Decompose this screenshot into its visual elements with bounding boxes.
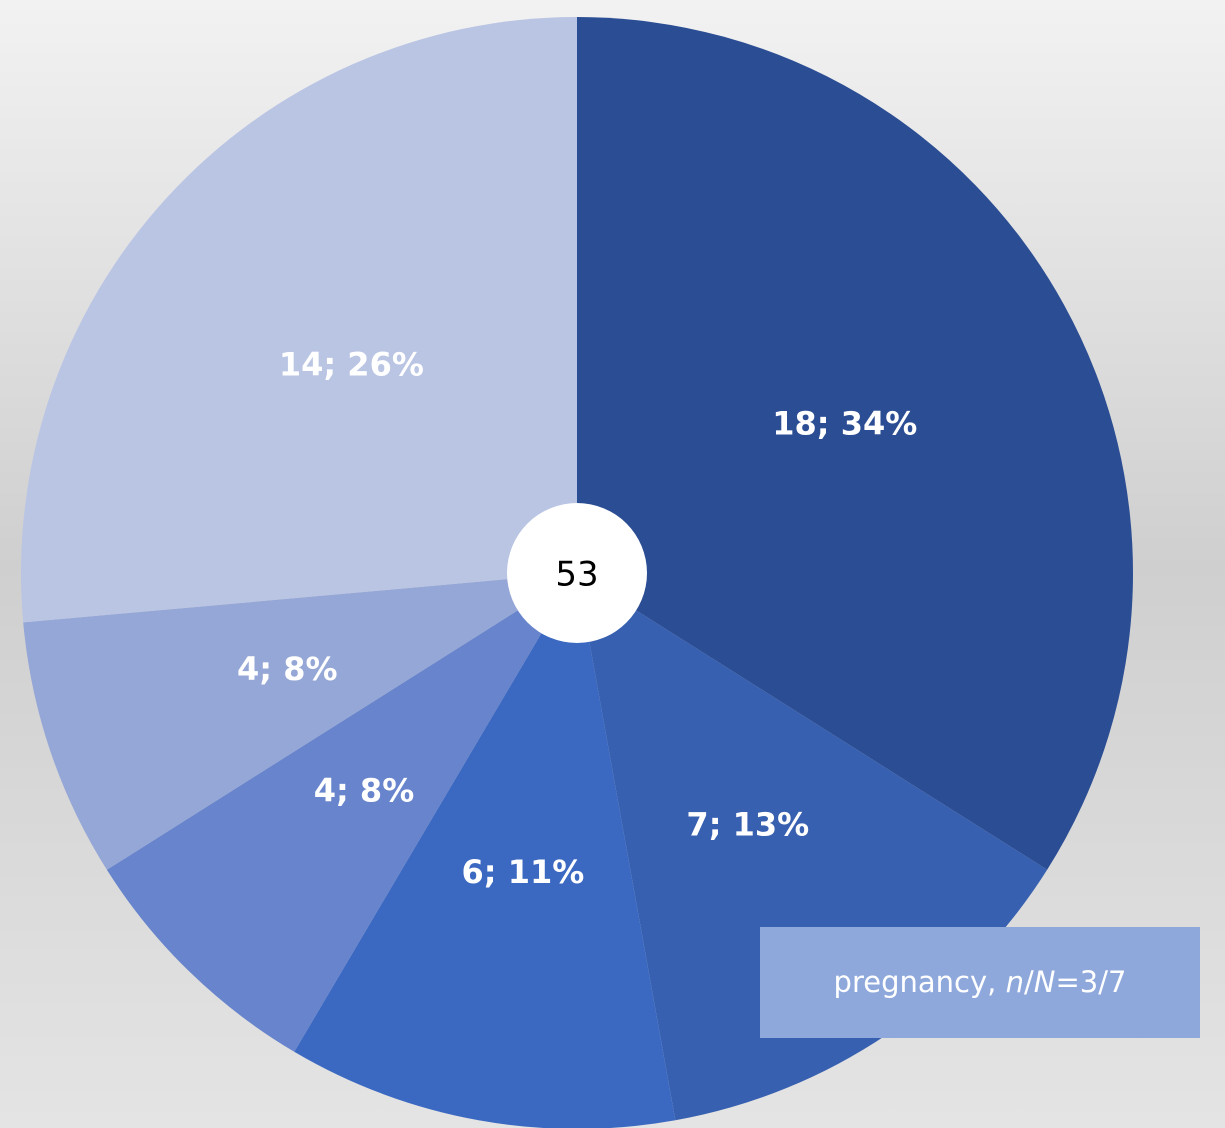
slice-label: 6; 11%	[462, 853, 585, 891]
slice-label: 14; 26%	[279, 346, 424, 384]
annotation-box	[760, 927, 1200, 1038]
annotation-part: /	[1024, 965, 1034, 999]
annotation-part: N	[1034, 965, 1056, 999]
annotation: pregnancy, n/N=3/7	[834, 965, 1127, 999]
total-label: 53	[555, 555, 598, 595]
slice-label: 4; 8%	[314, 771, 415, 809]
pie-slice	[294, 573, 676, 1128]
center-circle	[507, 503, 647, 643]
labels: 18; 34% 7; 13% 6; 11% 4; 8% 4; 8% 14; 26%	[237, 346, 917, 891]
pie-slice	[23, 573, 577, 870]
pie-slice	[106, 573, 577, 1052]
slice-label: 7; 13%	[686, 806, 809, 844]
slice-label: 4; 8%	[237, 650, 338, 688]
annotation-part: =3/7	[1055, 965, 1126, 999]
pie-slice	[20, 17, 577, 623]
annotation-part: n	[1006, 965, 1024, 999]
pie	[20, 17, 1134, 1128]
annotation-part: pregnancy,	[834, 965, 1006, 999]
pie-slice	[577, 17, 1134, 870]
slice-label: 18; 34%	[772, 404, 917, 442]
